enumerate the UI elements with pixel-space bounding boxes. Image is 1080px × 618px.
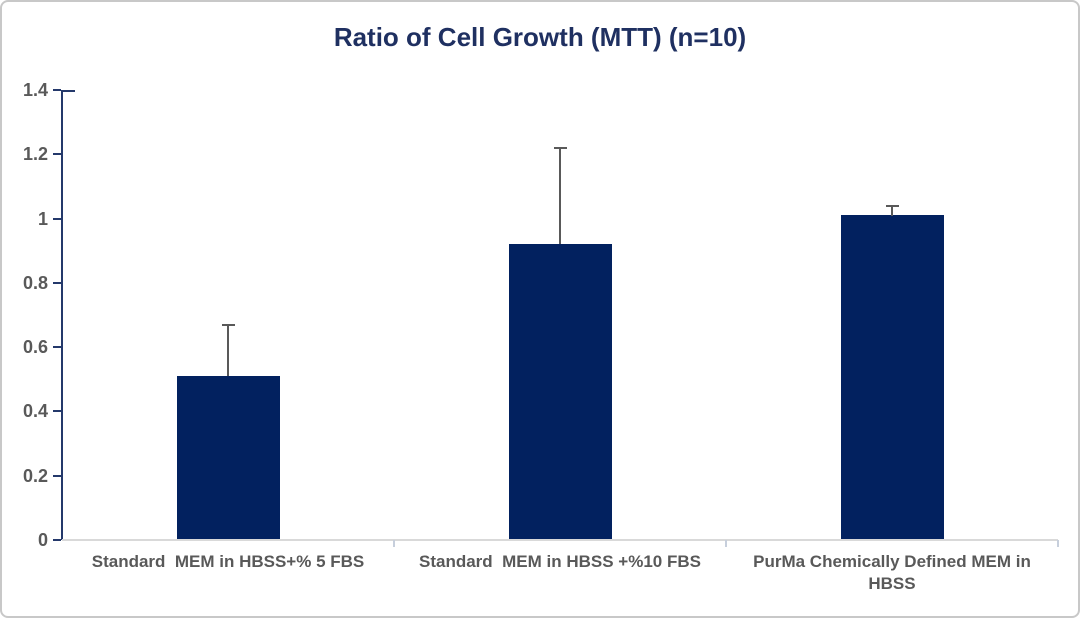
category-label: PurMa Chemically Defined MEM in HBSS (753, 552, 1036, 593)
y-tick-label: 1 (37, 209, 48, 229)
bar (177, 376, 280, 539)
y-tick-label: 0.8 (22, 273, 48, 293)
category-label: Standard MEM in HBSS +%10 FBS (419, 552, 701, 571)
y-tick (53, 410, 61, 412)
y-tick (53, 153, 61, 155)
y-tick-label: 0.6 (22, 337, 48, 357)
error-bar-line (227, 325, 229, 376)
error-bar-cap (222, 324, 235, 326)
x-tick (393, 540, 395, 547)
bar (841, 215, 944, 539)
y-tick (53, 89, 61, 91)
error-bar-line (559, 148, 561, 244)
y-tick-label: 1.2 (22, 144, 48, 164)
x-tick (1057, 540, 1059, 547)
y-tick (53, 218, 61, 220)
category-label: Standard MEM in HBSS+% 5 FBS (91, 552, 365, 571)
x-axis-line (62, 539, 1058, 541)
x-tick (725, 540, 727, 547)
error-bar-cap (886, 205, 899, 207)
y-tick-label: 0 (37, 530, 48, 550)
error-bar-cap (554, 147, 567, 149)
y-tick (53, 475, 61, 477)
bar (509, 244, 612, 539)
y-tick-label: 0.4 (22, 401, 48, 421)
y-tick (53, 346, 61, 348)
y-tick-label: 1.4 (22, 80, 48, 100)
y-tick-label: 0.2 (22, 466, 48, 486)
y-axis-top-stub (62, 90, 75, 92)
y-tick (53, 539, 61, 541)
chart-title: Ratio of Cell Growth (MTT) (n=10) (333, 22, 747, 52)
y-tick (53, 282, 61, 284)
error-bar-line (891, 206, 893, 216)
y-axis-line (61, 90, 63, 540)
